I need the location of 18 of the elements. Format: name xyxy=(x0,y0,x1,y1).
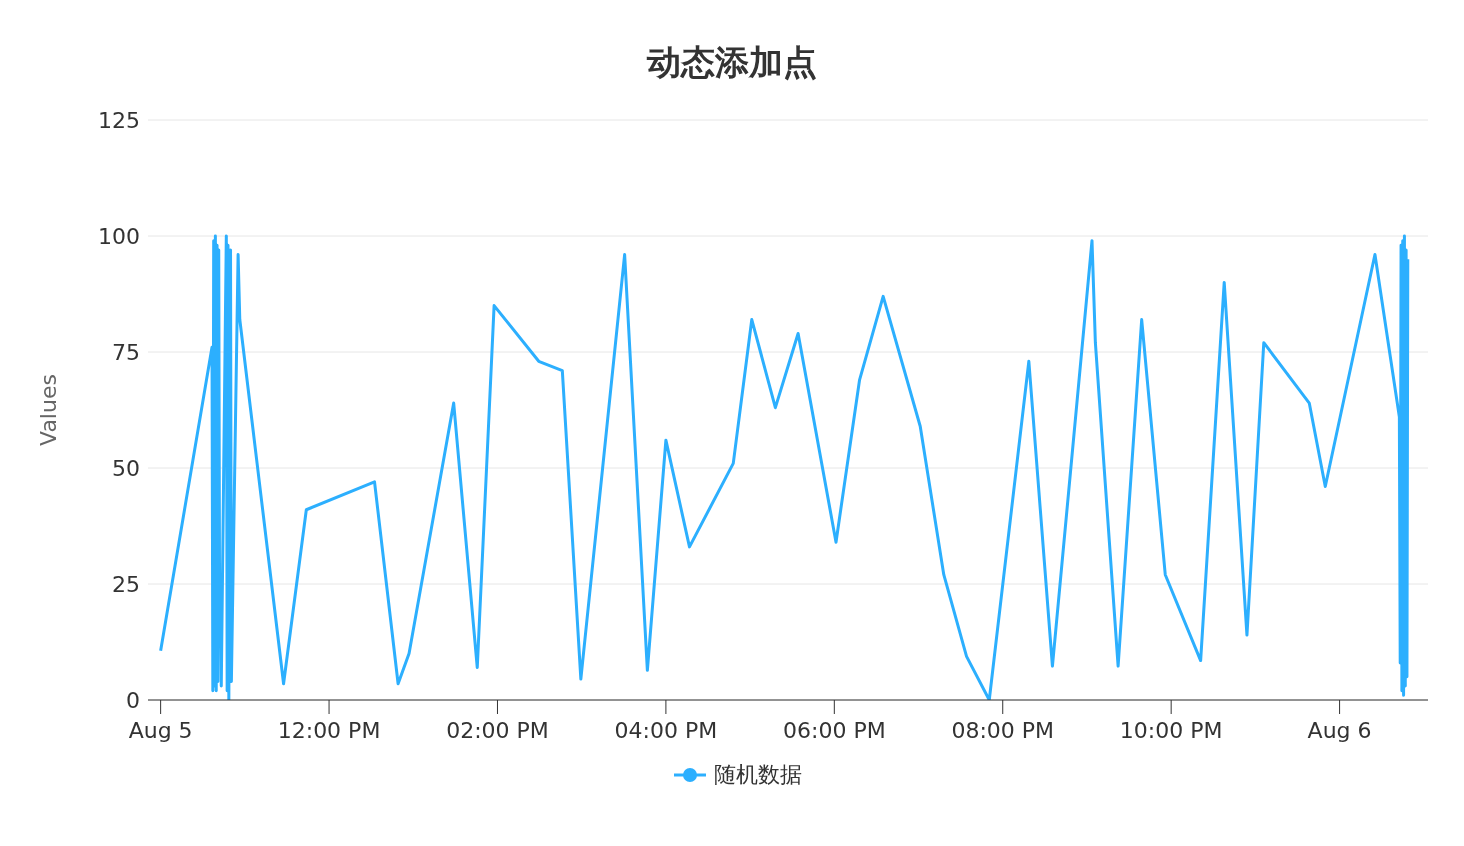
y-tick-label: 0 xyxy=(126,687,140,713)
y-axis-title: Values xyxy=(35,374,61,446)
x-tick-label: 10:00 PM xyxy=(1119,717,1223,743)
y-tick-label: 100 xyxy=(98,223,140,249)
x-tick-label: 12:00 PM xyxy=(277,717,381,743)
x-tick-label: 06:00 PM xyxy=(782,717,886,743)
x-tick-label: 08:00 PM xyxy=(951,717,1055,743)
x-tick-label: Aug 6 xyxy=(1307,717,1372,743)
line-series xyxy=(159,234,1410,700)
legend-label: 随机数据 xyxy=(714,761,802,789)
y-tick-label: 50 xyxy=(112,455,140,481)
x-tick-label: 02:00 PM xyxy=(446,717,549,743)
y-tick-label: 75 xyxy=(112,339,140,365)
x-tick-label: 04:00 PM xyxy=(614,717,718,743)
chart-title: 动态添加点 xyxy=(645,41,818,84)
y-tick-label: 25 xyxy=(112,571,140,597)
y-tick-label: 125 xyxy=(98,107,140,133)
x-tick-label: Aug 5 xyxy=(128,717,193,743)
